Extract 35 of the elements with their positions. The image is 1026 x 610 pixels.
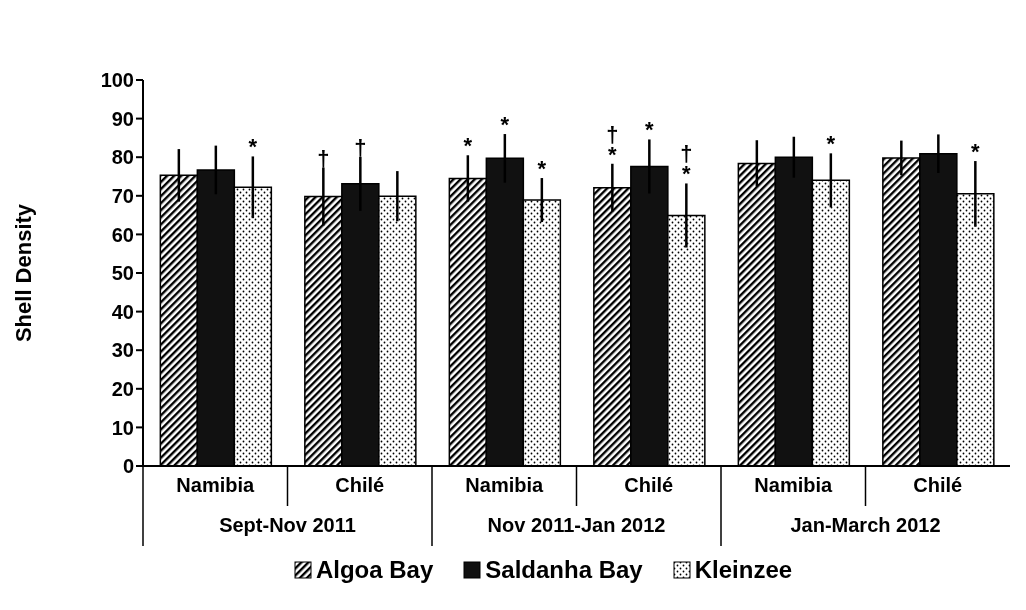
legend-label: Saldanha Bay [485,556,643,584]
data-label: † [317,145,330,171]
y-tick-label: 90 [111,107,134,130]
data-label: † * [606,121,619,167]
y-tick-label: 0 [122,455,134,478]
legend-label: Algoa Bay [315,556,434,584]
y-tick-label: 50 [111,262,134,285]
text: * [645,117,654,143]
text: Jan-March 2012 [790,514,941,536]
data-label: * [826,131,836,157]
y-tick-label: 20 [111,377,134,400]
x-tick-label: Chilé [335,474,385,496]
data-label: * [537,156,547,182]
text: Nov 2011-Jan 2012 [487,514,666,536]
y-tick-label: 100 [100,69,134,92]
legend-label: Kleinzee [694,556,793,584]
x-tick-label: Namibia [176,474,256,496]
y-tick-label: 40 [111,300,134,323]
data-label: * [500,112,510,138]
x-tick-label: Namibia [465,474,545,496]
y-tick-label: 30 [111,339,134,362]
text: † [680,141,693,167]
data-label: * [463,133,473,159]
x-tick-label: Namibia [754,474,834,496]
x-tick-label: Chilé [913,474,963,496]
y-axis-title: Shell Density [10,203,36,343]
x-tick-label: Chilé [624,474,674,496]
data-label: * [971,139,981,165]
text: Sept-Nov 2011 [219,514,356,536]
data-label: * [248,134,258,160]
y-tick-label: 10 [111,416,134,439]
y-tick-label: 80 [111,146,134,169]
y-tick-label: 70 [111,184,134,207]
data-label: † [354,134,367,160]
y-tick-label: 60 [111,223,134,246]
